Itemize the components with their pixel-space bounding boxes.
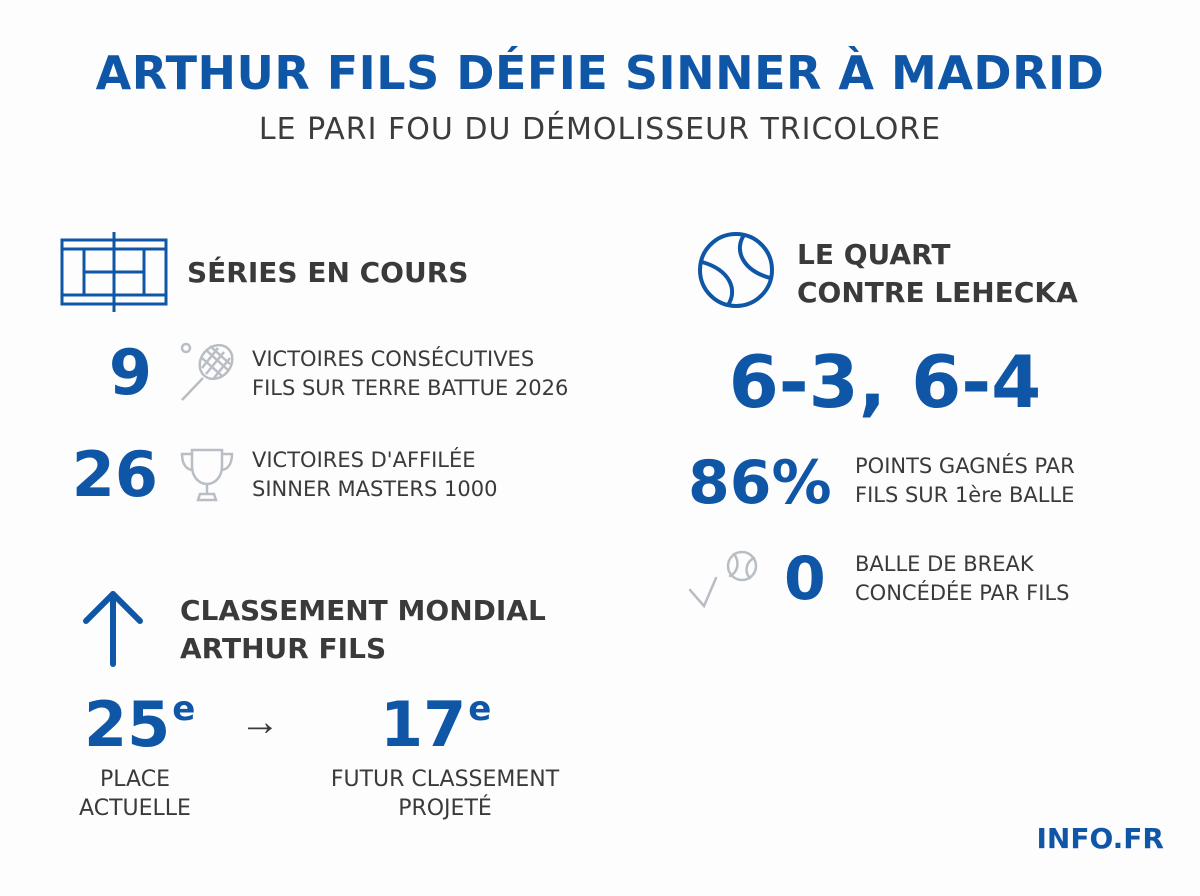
arrow-right-icon: → [240, 700, 280, 744]
tennis-court-icon [60, 232, 170, 317]
projected-rank-label: FUTUR CLASSEMENT PROJETÉ [330, 767, 560, 821]
stat-value: 9 [108, 336, 152, 409]
page-subtitle: LE PARI FOU DU DÉMOLISSEUR TRICOLORE [258, 112, 942, 147]
stat-value: 0 [784, 544, 826, 614]
arrow-up-icon [80, 588, 146, 675]
stat-label: POINTS GAGNÉS PAR FILS SUR 1ère BALLE [855, 454, 1075, 507]
tennis-ball-icon [696, 230, 776, 315]
stat-value: 26 [71, 438, 158, 511]
series-heading: SÉRIES EN COURS [187, 256, 469, 289]
current-rank-label: PLACE ACTUELLE [79, 767, 191, 821]
stat-label: BALLE DE BREAK CONCÉDÉE PAR FILS [855, 552, 1070, 605]
stat-value: 86% [688, 448, 832, 518]
tennis-racket-icon [176, 340, 240, 411]
stat-label: VICTOIRES CONSÉCUTIVES FILS SUR TERRE BA… [252, 347, 569, 400]
brand-logo: INFO.FR [1036, 822, 1165, 855]
stat-label: VICTOIRES D'AFFILÉE SINNER MASTERS 1000 [252, 448, 498, 501]
page-title: ARTHUR FILS DÉFIE SINNER À MADRID [95, 46, 1105, 100]
quarter-heading: LE QUART CONTRE LEHECKA [797, 238, 1078, 309]
current-rank: 25e [84, 688, 196, 761]
trophy-icon [178, 446, 236, 509]
ball-check-icon [686, 548, 762, 617]
projected-rank: 17e [380, 688, 492, 761]
match-score: 6-3, 6-4 [728, 340, 1042, 424]
ranking-heading: CLASSEMENT MONDIAL ARTHUR FILS [180, 594, 546, 665]
